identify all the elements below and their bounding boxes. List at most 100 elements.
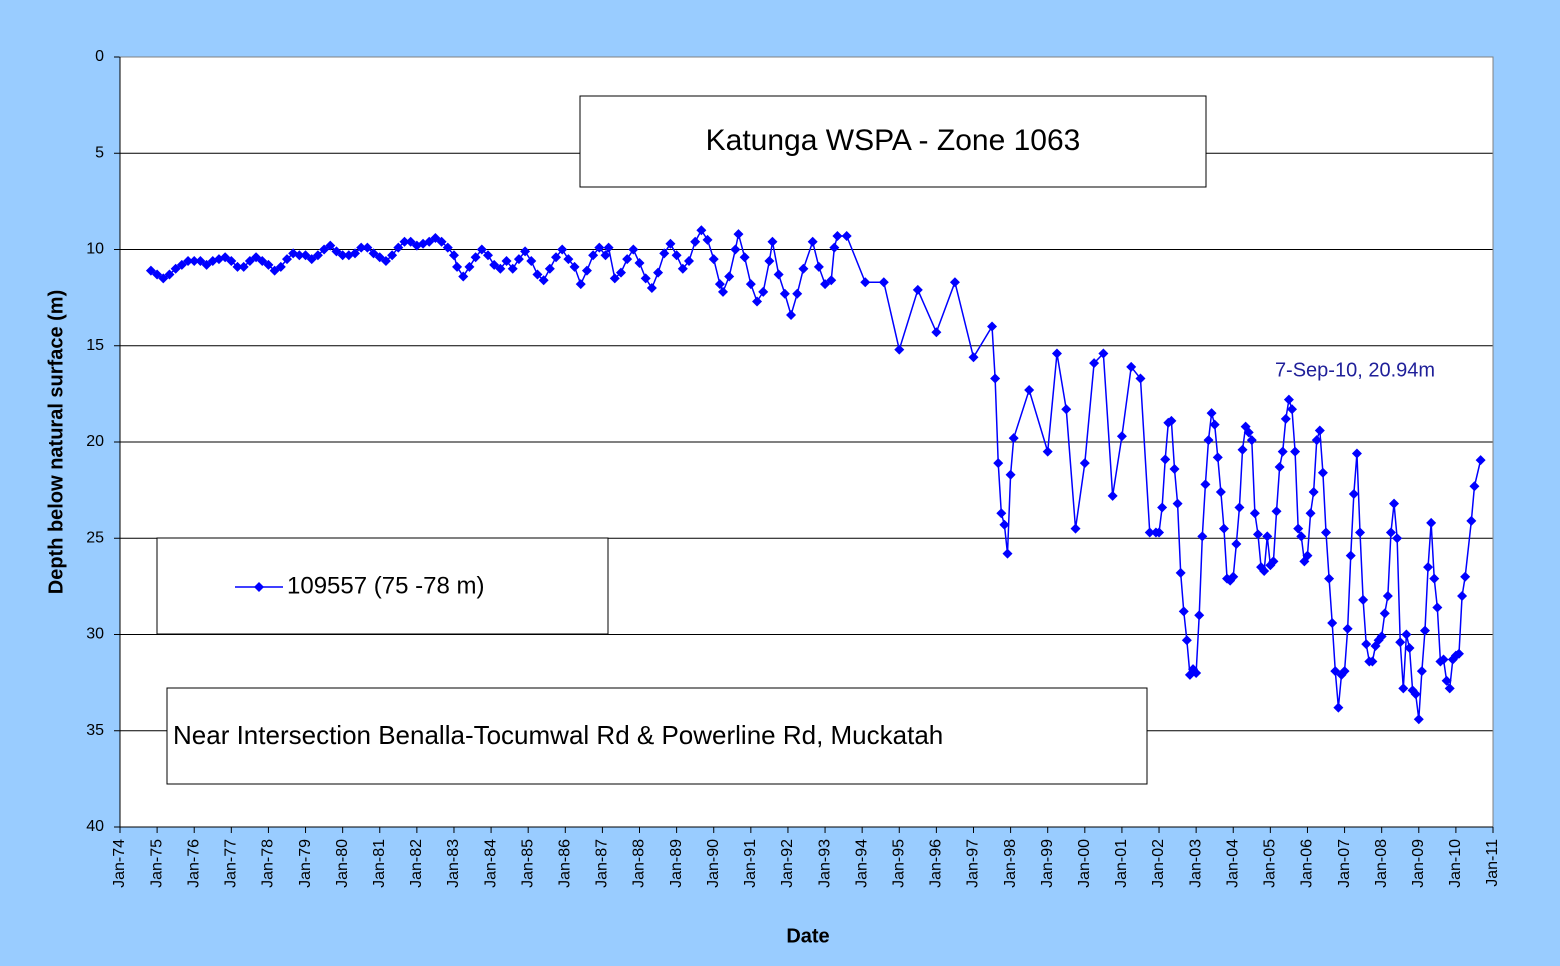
x-tick-label: Jan-82 [408,839,425,888]
data-point [251,252,262,263]
data-point [513,254,524,265]
y-tick-label: 10 [86,241,104,258]
data-point [393,242,404,253]
data-point [1293,523,1304,534]
x-tick-label: Jan-95 [890,839,907,888]
data-point [764,256,775,267]
data-point [1333,702,1344,713]
data-point [387,250,398,261]
x-tick-label: Jan-88 [631,839,648,888]
data-point [1178,606,1189,617]
data-point [1429,573,1440,584]
title-box [579,95,1207,188]
data-point [1262,531,1273,542]
data-point [1191,668,1202,678]
data-point [739,252,750,263]
data-point [1215,487,1226,498]
data-point [1274,462,1285,473]
data-point [226,256,237,267]
x-tick-label: Jan-80 [334,839,351,888]
data-point [912,284,923,295]
data-point [622,254,633,265]
data-point [990,373,1001,384]
data-point [779,288,790,299]
data-point [176,259,187,270]
data-point [1252,529,1263,540]
data-point [1413,714,1424,725]
data-point [405,236,416,247]
data-point [312,250,323,261]
data-point [1355,527,1366,538]
data-point [269,265,280,276]
data-point [820,279,831,290]
data-point [1154,527,1165,538]
data-point [1157,502,1168,513]
data-point [1438,654,1449,665]
data-point [829,242,840,253]
data-point [1116,431,1127,442]
data-point [551,252,562,263]
data-point [894,344,905,355]
data-point [1280,413,1291,424]
data-point [1194,610,1205,621]
data-point [1070,523,1081,534]
data-point [1268,556,1279,567]
x-tick-label: Jan-86 [557,839,574,888]
data-point [996,508,1007,519]
data-point [507,263,518,274]
data-point [1089,358,1100,369]
data-point [714,279,725,290]
y-tick-label: 20 [86,433,104,450]
x-tick-label: Jan-02 [1150,839,1167,888]
data-point [677,263,688,274]
data-point [1061,404,1072,415]
data-point [1144,527,1155,538]
data-point [646,283,657,293]
data-point [1327,617,1338,628]
x-tick-label: Jan-76 [185,839,202,888]
data-point [708,254,719,265]
data-point [1321,527,1332,538]
y-tick-label: 35 [86,722,104,739]
data-point [987,321,998,332]
data-point [232,261,243,272]
data-point [1249,508,1260,519]
data-point [1024,385,1035,396]
data-point [1228,571,1239,582]
data-point [482,250,493,261]
x-tick-label: Jan-09 [1410,839,1427,888]
data-point [1079,458,1090,469]
data-point [152,269,163,280]
data-point [1324,573,1335,584]
data-point [1385,527,1396,538]
data-point [1042,446,1053,457]
data-point [1395,637,1406,648]
x-tick-label: Jan-77 [223,839,240,888]
data-point [563,254,574,265]
data-point [1314,425,1325,436]
data-point [1271,506,1282,517]
x-tick-label: Jan-11 [1484,839,1501,887]
data-point [164,269,175,280]
data-point [594,242,605,253]
data-point [1126,361,1137,372]
data-point [448,250,459,261]
data-point [1135,373,1146,384]
data-point [544,263,555,274]
x-tick-label: Jan-00 [1076,839,1093,888]
data-point [145,265,156,276]
data-point [294,250,305,261]
x-tick-label: Jan-01 [1113,839,1130,888]
data-point [1382,591,1393,601]
data-point [1308,487,1319,498]
data-point [600,250,611,261]
data-point [1398,683,1409,694]
data-point [1175,567,1186,578]
data-point [581,265,592,276]
data-point [1005,469,1016,480]
data-point [949,277,960,288]
data-point [1311,435,1322,446]
data-point [575,279,586,290]
data-point [1444,683,1455,694]
